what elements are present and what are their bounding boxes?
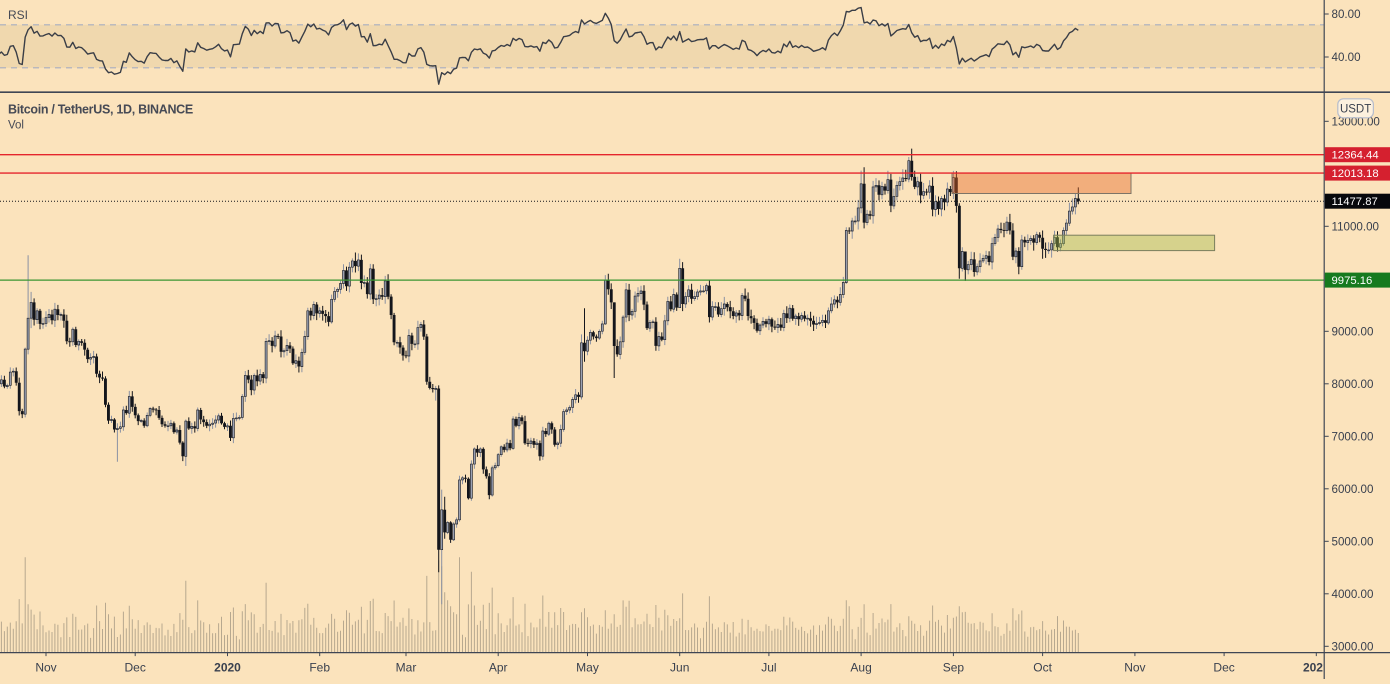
svg-text:7000.00: 7000.00 [1332, 430, 1374, 443]
svg-text:Apr: Apr [489, 661, 508, 675]
svg-text:Oct: Oct [1033, 661, 1052, 675]
svg-text:Aug: Aug [850, 661, 871, 675]
svg-text:8000.00: 8000.00 [1332, 378, 1374, 391]
svg-text:2021: 2021 [1303, 661, 1330, 675]
svg-text:80.00: 80.00 [1332, 8, 1361, 21]
svg-text:12364.44: 12364.44 [1332, 150, 1379, 162]
svg-text:Mar: Mar [396, 661, 417, 675]
svg-text:USDT: USDT [1340, 104, 1371, 116]
svg-text:May: May [576, 661, 599, 675]
svg-text:3000.00: 3000.00 [1332, 640, 1374, 653]
svg-text:Vol: Vol [8, 120, 24, 132]
svg-text:RSI: RSI [8, 8, 28, 22]
svg-text:Bitcoin / TetherUS, 1D, BINANC: Bitcoin / TetherUS, 1D, BINANCE [8, 103, 193, 117]
svg-text:Sep: Sep [943, 661, 965, 675]
svg-text:2020: 2020 [214, 661, 241, 675]
svg-text:11000.00: 11000.00 [1332, 220, 1380, 233]
svg-text:12013.18: 12013.18 [1332, 168, 1379, 180]
svg-text:Jul: Jul [761, 661, 776, 675]
svg-text:4000.00: 4000.00 [1332, 588, 1374, 601]
svg-text:Dec: Dec [125, 661, 146, 675]
svg-text:40.00: 40.00 [1332, 51, 1361, 64]
svg-text:Jun: Jun [670, 661, 689, 675]
svg-text:13000.00: 13000.00 [1332, 115, 1380, 128]
svg-text:9975.16: 9975.16 [1332, 275, 1373, 287]
svg-text:Nov: Nov [35, 661, 56, 675]
svg-text:11477.87: 11477.87 [1332, 196, 1378, 208]
svg-text:Feb: Feb [309, 661, 330, 675]
svg-text:Dec: Dec [1213, 661, 1234, 675]
svg-text:Nov: Nov [1124, 661, 1145, 675]
svg-text:9000.00: 9000.00 [1332, 325, 1374, 338]
svg-text:6000.00: 6000.00 [1332, 483, 1374, 496]
svg-text:5000.00: 5000.00 [1332, 535, 1374, 548]
